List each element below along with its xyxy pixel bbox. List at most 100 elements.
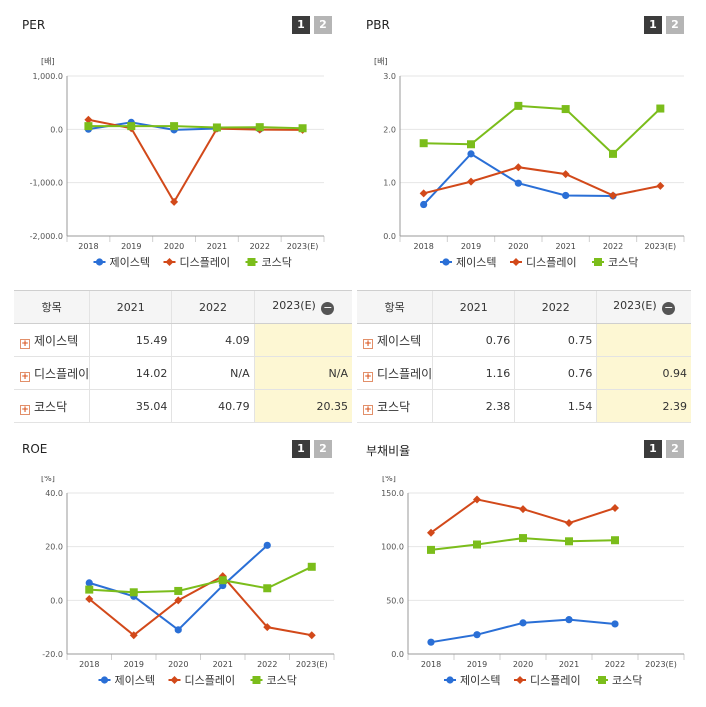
x-tick-label: 2021 — [555, 242, 575, 251]
row-name[interactable]: + 디스플레이 — [14, 356, 90, 390]
debt-ratio-page-2-button[interactable]: 2 — [666, 440, 684, 458]
expand-plus-icon[interactable]: + — [363, 371, 373, 382]
expand-plus-icon[interactable]: + — [20, 371, 30, 382]
table-row: + 코스닥 35.04 40.79 20.35 — [14, 389, 352, 423]
debt-ratio-page-1-button[interactable]: 1 — [644, 440, 662, 458]
collapse-minus-icon[interactable]: − — [662, 301, 676, 315]
data-point — [263, 541, 271, 549]
data-point — [473, 495, 481, 504]
data-point — [565, 616, 573, 624]
per-col-2021: 2021 — [89, 290, 172, 324]
y-tick-label: 0.0 — [383, 232, 396, 241]
y-tick-label: 2.0 — [383, 125, 396, 134]
pbr-col-2023e: 2023(E) − — [596, 290, 691, 324]
data-point — [467, 150, 475, 158]
x-tick-label: 2021 — [207, 242, 227, 251]
data-point — [656, 104, 665, 113]
row-name[interactable]: + 코스닥 — [14, 389, 90, 423]
legend-label: 제이스텍 — [115, 674, 155, 687]
roe-chart: [%] 40.0 20.0 0.0 -20.0 2018 2019 2020 2021 2022 2… — [41, 474, 335, 687]
data-point — [467, 140, 475, 149]
data-point — [473, 631, 481, 639]
y-unit-label: [배] — [41, 57, 55, 66]
cell — [596, 323, 691, 357]
data-point — [514, 101, 523, 110]
data-point — [174, 586, 183, 595]
roe-pager: 1 2 — [292, 440, 332, 458]
expand-plus-icon[interactable]: + — [363, 338, 373, 349]
y-tick-label: 20.0 — [45, 543, 63, 552]
y-unit-label: [%] — [382, 474, 396, 483]
y-unit-label: [배] — [374, 57, 388, 66]
legend-item: 제이스텍 — [93, 256, 150, 269]
data-point — [656, 181, 665, 190]
data-point — [307, 562, 316, 571]
row-name[interactable]: + 디스플레이 — [357, 356, 433, 390]
legend-marker — [594, 258, 602, 266]
data-point — [298, 124, 307, 133]
pbr-page-2-button[interactable]: 2 — [666, 16, 684, 34]
expand-plus-icon[interactable]: + — [20, 404, 30, 415]
table-row: + 디스플레이 1.16 0.76 0.94 — [357, 356, 691, 390]
legend-item: 코스닥 — [250, 674, 297, 687]
series-line — [89, 565, 313, 594]
y-tick-label: 50.0 — [386, 596, 404, 605]
y-tick-label: 0.0 — [50, 125, 63, 134]
data-point — [467, 177, 475, 186]
legend-marker — [446, 676, 454, 684]
row-name[interactable]: + 제이스텍 — [357, 323, 433, 357]
series-line — [430, 498, 616, 534]
per-table-header-row: 항목 2021 2022 2023(E) − — [14, 290, 352, 324]
per-page-1-button[interactable]: 1 — [292, 16, 310, 34]
row-name[interactable]: + 제이스텍 — [14, 323, 90, 357]
data-point — [562, 191, 570, 200]
y-tick-label: 40.0 — [45, 489, 63, 498]
expand-plus-icon[interactable]: + — [20, 338, 30, 349]
y-tick-label: 100.0 — [381, 543, 404, 552]
cell: 1.16 — [432, 356, 515, 390]
pbr-col-item: 항목 — [357, 290, 433, 324]
legend-marker — [165, 258, 174, 266]
pbr-title: PBR — [366, 18, 390, 32]
y-tick-label: 1,000.0 — [32, 72, 63, 81]
table-row: + 디스플레이 14.02 N/A N/A — [14, 356, 352, 390]
pbr-page-1-button[interactable]: 1 — [644, 16, 662, 34]
data-point — [519, 534, 527, 543]
per-page-2-button[interactable]: 2 — [314, 16, 332, 34]
per-panel: PER 1 2 [배] 1,000.0 0.0 -1,000.0 -2,000.0 201… — [12, 6, 344, 269]
per-table: 항목 2021 2022 2023(E) − + 제이스텍 15.49 4.09 … — [14, 290, 352, 423]
data-point — [255, 123, 264, 132]
data-point — [263, 623, 272, 632]
y-tick-label: 150.0 — [381, 489, 404, 498]
data-point — [420, 200, 428, 209]
data-point — [85, 585, 94, 594]
expand-plus-icon[interactable]: + — [363, 404, 373, 415]
cell: 1.54 — [514, 389, 597, 423]
data-point — [609, 149, 617, 158]
roe-page-2-button[interactable]: 2 — [314, 440, 332, 458]
x-tick-label: 2018 — [413, 242, 433, 251]
legend-item: 디스플레이 — [510, 256, 577, 269]
collapse-minus-icon[interactable]: − — [321, 301, 335, 315]
data-point — [263, 584, 272, 593]
y-tick-label: 3.0 — [383, 72, 396, 81]
legend-marker — [95, 258, 104, 266]
legend-item: 제이스텍 — [444, 674, 500, 687]
legend-marker — [516, 676, 524, 684]
legend-label: 제이스텍 — [110, 256, 150, 268]
data-point — [565, 537, 573, 546]
row-name[interactable]: + 코스닥 — [357, 389, 433, 423]
legend-item: 디스플레이 — [163, 256, 231, 269]
data-point — [129, 588, 138, 597]
legend-marker — [512, 258, 520, 266]
legend-label: 디스플레이 — [180, 256, 231, 268]
x-tick-label: 2021 — [213, 660, 233, 669]
x-tick-label: 2022 — [605, 660, 625, 669]
cell: N/A — [253, 356, 352, 390]
roe-page-1-button[interactable]: 1 — [292, 440, 310, 458]
x-tick-label: 2022 — [257, 660, 277, 669]
table-row: + 코스닥 2.38 1.54 2.39 — [357, 389, 691, 423]
x-tick-label: 2023(E) — [645, 242, 677, 251]
data-point — [519, 505, 527, 514]
data-point — [129, 631, 138, 640]
